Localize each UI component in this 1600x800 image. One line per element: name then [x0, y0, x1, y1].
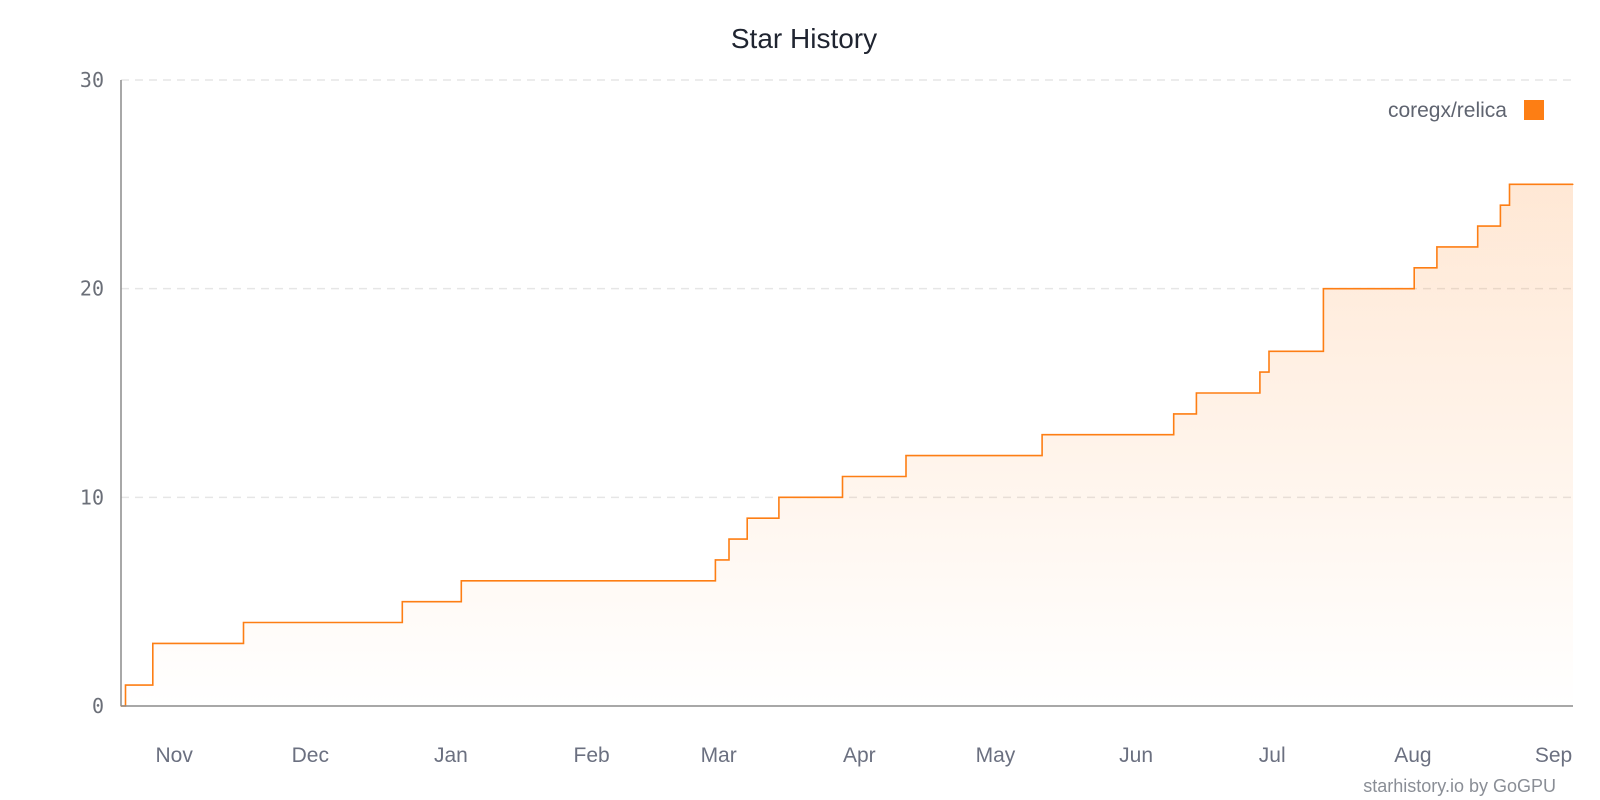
- x-axis-ticks: Nov Dec Jan Feb Mar Apr May Jun Jul Aug Sep: [155, 744, 1572, 767]
- data-point: [1195, 392, 1197, 394]
- data-point: [1259, 371, 1261, 373]
- data-point: [841, 475, 844, 478]
- data-point: [401, 601, 403, 603]
- series-line: [121, 183, 1573, 707]
- data-point: [1436, 246, 1438, 248]
- data-point: [905, 455, 907, 457]
- data-point: [1413, 267, 1415, 269]
- data-point: [1477, 225, 1479, 227]
- x-tick-label: Feb: [574, 744, 610, 767]
- data-point: [242, 621, 245, 624]
- series-area: [121, 184, 1573, 707]
- x-tick-label: May: [976, 744, 1016, 767]
- data-point: [1572, 183, 1574, 185]
- legend: coregx/relica: [1388, 99, 1544, 122]
- chart-title: Star History: [731, 23, 877, 54]
- x-tick-label: Sep: [1535, 744, 1572, 767]
- x-tick-label: Mar: [701, 744, 737, 767]
- y-tick-label: 10: [80, 485, 104, 509]
- data-point: [1508, 183, 1511, 185]
- data-point: [1173, 413, 1175, 415]
- x-tick-label: Jun: [1119, 744, 1153, 767]
- y-tick-label: 30: [80, 68, 104, 92]
- data-point: [460, 580, 462, 582]
- data-point: [728, 538, 730, 540]
- x-tick-label: Jan: [434, 744, 468, 767]
- data-point: [1041, 434, 1043, 436]
- data-point: [124, 684, 127, 686]
- x-tick-label: Apr: [843, 744, 876, 767]
- y-tick-label: 0: [92, 694, 104, 718]
- data-point: [1268, 350, 1270, 352]
- x-tick-label: Aug: [1394, 744, 1431, 767]
- legend-swatch: [1524, 100, 1544, 120]
- x-tick-label: Jul: [1259, 744, 1286, 767]
- x-tick-label: Nov: [155, 744, 193, 767]
- y-axis-ticks: 0 10 20 30: [80, 68, 104, 718]
- credit-text: starhistory.io by GoGPU: [1363, 776, 1556, 796]
- data-point: [1322, 288, 1324, 290]
- y-tick-label: 20: [80, 277, 104, 301]
- data-point: [746, 517, 748, 519]
- data-point: [714, 559, 717, 561]
- data-point: [152, 642, 154, 645]
- legend-label: coregx/relica: [1388, 99, 1507, 122]
- data-point: [778, 496, 780, 498]
- x-tick-label: Dec: [292, 744, 329, 767]
- data-point: [1499, 204, 1501, 206]
- series-layer: [120, 183, 1574, 707]
